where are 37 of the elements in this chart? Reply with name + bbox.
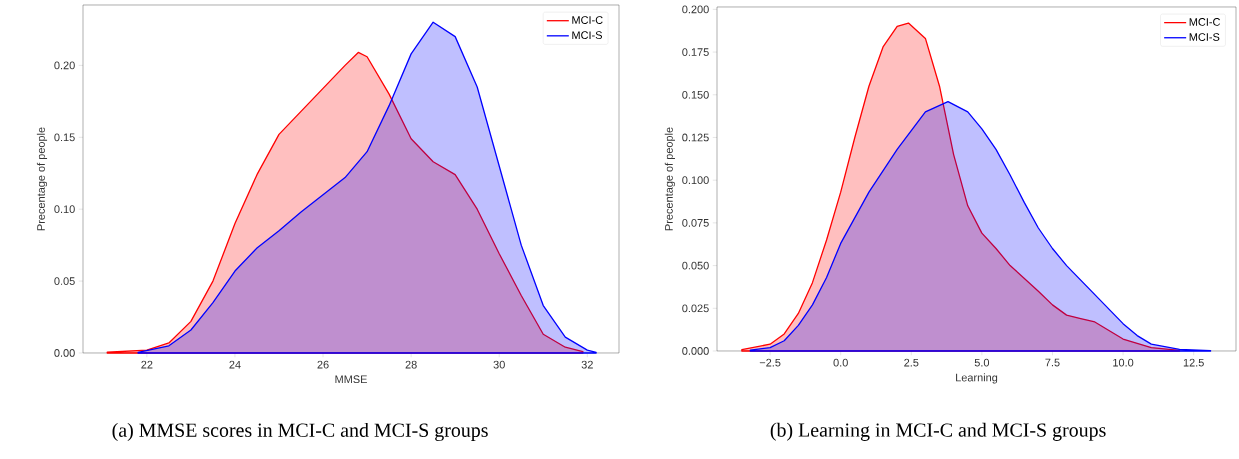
x-tick-label: 26 [317,360,329,369]
y-tick-label: 0.20 [54,61,75,70]
x-axis-title: MMSE [335,375,367,384]
y-tick-label: 0.100 [682,176,709,185]
x-tick-label: 30 [493,360,505,369]
x-tick-label: 7.5 [1045,358,1060,367]
legend-label: MCI-S [1189,33,1220,41]
x-tick-label: 12.5 [1183,358,1204,367]
y-tick-label: 0.125 [682,133,709,142]
legend-label: MCI-S [572,31,602,40]
y-tick-label: 0.05 [54,277,75,285]
x-tick-label: 28 [405,360,417,369]
x-tick-label: 10.0 [1113,358,1134,367]
y-tick-label: 0.200 [682,5,709,14]
x-tick-label: 32 [581,360,593,369]
y-tick-label: 0.00 [54,349,75,357]
y-tick-label: 0.075 [682,219,709,227]
y-tick-label: 0.025 [682,304,709,313]
x-tick-label: 0.0 [833,358,848,367]
x-axis-title: Learning [956,373,998,384]
y-axis-title: Precentage of people [36,127,48,231]
y-tick-label: 0.000 [682,347,709,355]
legend-label: MCI-C [1189,18,1221,26]
text: (b) Learning in MCI-C and MCI-S groups [770,422,1106,441]
y-tick-label: 0.10 [54,205,75,214]
x-tick-label: −2.5 [759,358,781,367]
x-tick-label: 5.0 [974,358,990,367]
legend-label: MCI-C [572,16,603,24]
y-tick-label: 0.150 [682,90,709,99]
text: (a) MMSE scores in MCI-C and MCI-S groups [112,422,488,442]
x-tick-label: 2.5 [904,358,919,367]
y-tick-label: 0.050 [682,261,709,270]
x-tick-label: 24 [229,360,241,369]
y-tick-label: 0.175 [682,48,709,56]
x-tick-label: 22 [141,360,153,369]
y-tick-label: 0.15 [54,133,75,142]
y-axis-title: Precentage of people [664,127,675,231]
